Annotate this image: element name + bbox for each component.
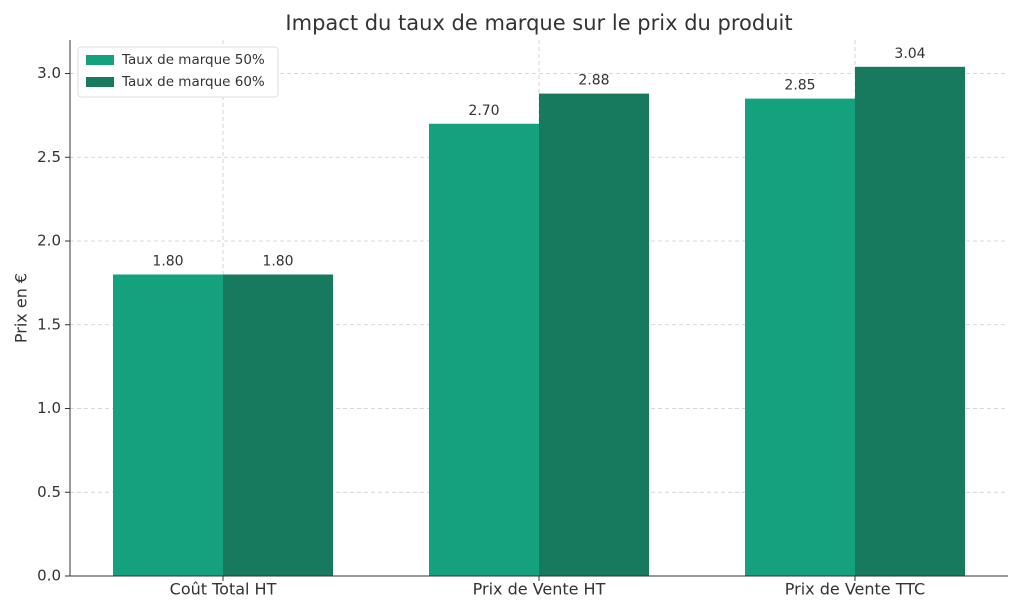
bar (539, 93, 649, 576)
legend-swatch (86, 55, 114, 65)
bar (745, 98, 855, 576)
y-tick-label: 1.0 (37, 399, 61, 417)
bar (855, 66, 965, 577)
y-tick-label: 0.0 (37, 567, 61, 585)
y-tick-label: 2.0 (37, 232, 61, 250)
value-label: 3.04 (894, 46, 925, 62)
chart-title: Impact du taux de marque sur le prix du … (285, 11, 792, 35)
legend-label: Taux de marque 60% (121, 74, 265, 90)
y-tick-label: 1.5 (37, 315, 61, 333)
y-tick-label: 0.5 (37, 483, 61, 501)
bar (223, 274, 333, 576)
value-label: 1.80 (262, 254, 293, 270)
value-label: 2.70 (468, 103, 499, 119)
value-label: 2.85 (784, 78, 815, 94)
x-tick-label: Prix de Vente TTC (785, 580, 925, 599)
bar (113, 274, 223, 576)
bar (429, 123, 539, 576)
x-tick-label: Prix de Vente HT (473, 580, 606, 599)
y-tick-label: 2.5 (37, 148, 61, 166)
value-label: 1.80 (152, 254, 183, 270)
value-label: 2.88 (578, 73, 609, 89)
legend-swatch (86, 77, 114, 87)
y-axis-label: Prix en € (12, 273, 31, 343)
legend-label: Taux de marque 50% (121, 52, 265, 68)
y-tick-label: 3.0 (37, 64, 61, 82)
x-tick-label: Coût Total HT (170, 580, 277, 599)
legend-box (77, 46, 279, 98)
